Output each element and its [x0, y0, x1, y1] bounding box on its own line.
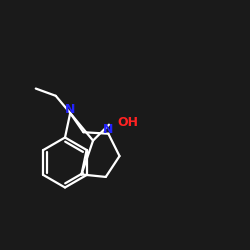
Text: N: N: [103, 124, 114, 136]
Text: OH: OH: [118, 116, 139, 129]
Text: N: N: [65, 103, 76, 116]
